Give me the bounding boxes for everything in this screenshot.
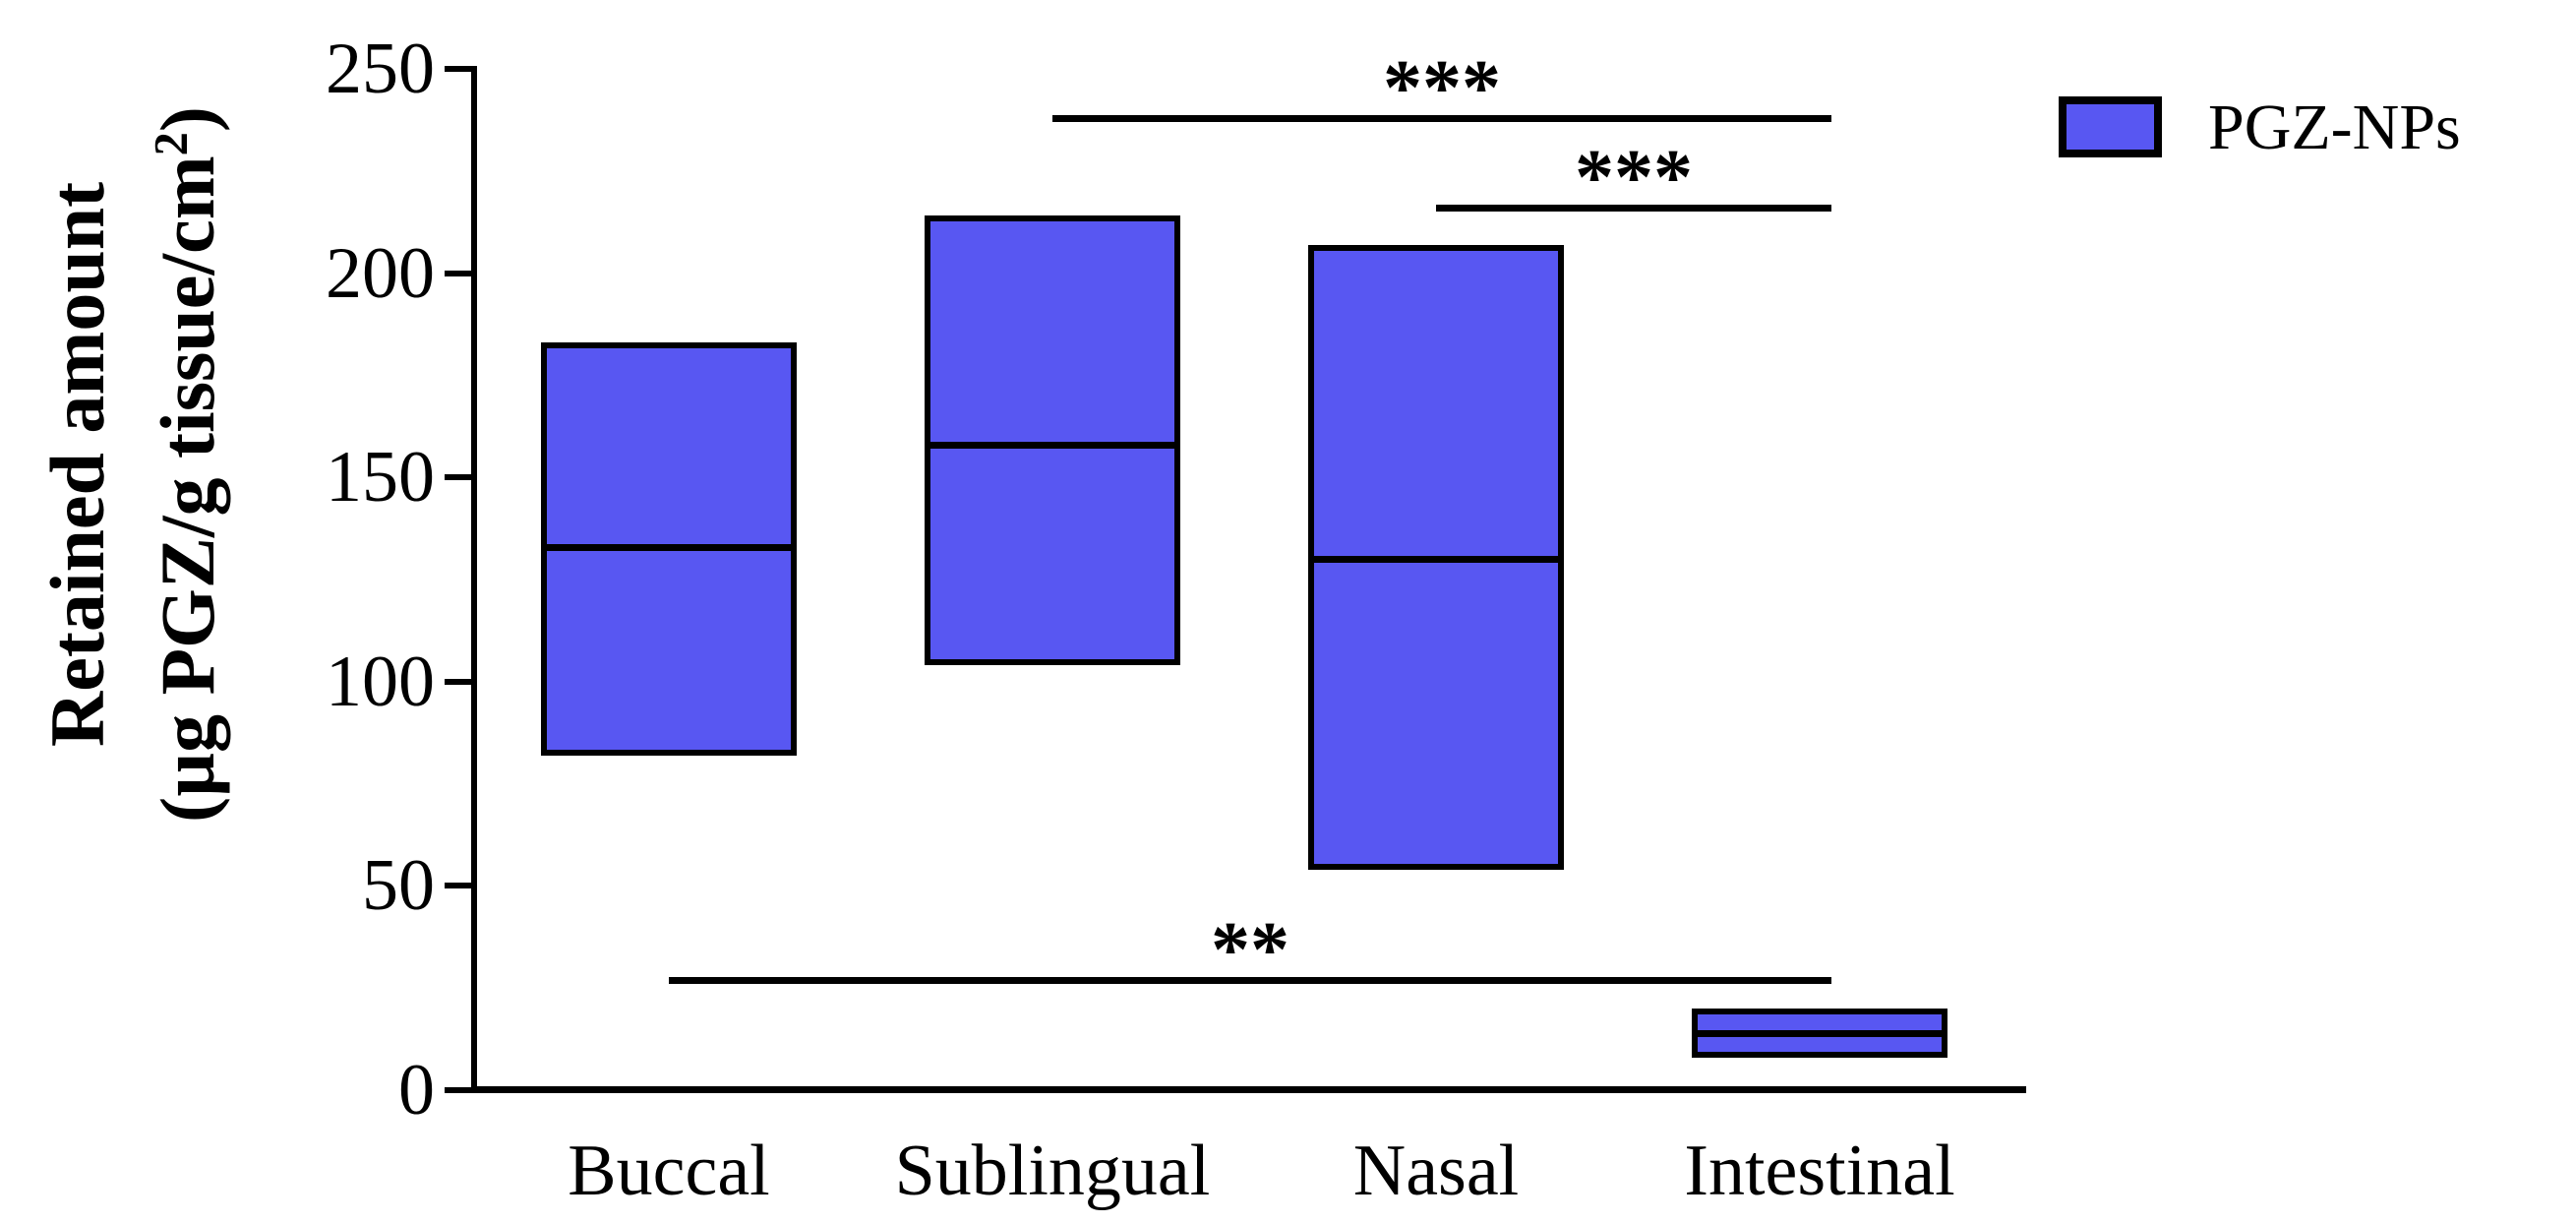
- y-tick-150: [445, 474, 477, 481]
- y-tick-label-150: 150: [326, 437, 435, 519]
- box-nasal: [1308, 244, 1564, 870]
- y-tick-label-250: 250: [326, 29, 435, 109]
- legend-swatch: [2059, 96, 2162, 157]
- significance-line-2: [669, 976, 1831, 984]
- box-intestinal: [1692, 1008, 1947, 1058]
- median-line-nasal: [1314, 556, 1558, 564]
- significance-line-1: [1436, 205, 1831, 213]
- y-tick-200: [445, 270, 477, 276]
- median-line-sublingual: [930, 441, 1174, 449]
- y-tick-250: [445, 66, 477, 72]
- significance-label-1: ***: [1575, 135, 1693, 222]
- median-line-buccal: [547, 543, 791, 551]
- x-label-intestinal: Intestinal: [1684, 1131, 1955, 1211]
- y-tick-label-0: 0: [398, 1050, 435, 1131]
- legend-label: PGZ-NPs: [2208, 92, 2461, 163]
- y-tick-0: [445, 1087, 477, 1093]
- x-label-nasal: Nasal: [1352, 1131, 1520, 1211]
- y-tick-50: [445, 883, 477, 889]
- y-tick-label-100: 100: [326, 641, 435, 722]
- y-axis-title-line2-prefix: (µg PGZ/g tissue/cm: [145, 155, 230, 823]
- y-axis-title-line2: (µg PGZ/g tissue/cm2): [133, 0, 243, 956]
- y-axis-title-line2-suffix: ): [145, 106, 230, 133]
- y-axis-title-line1: Retained amount: [34, 181, 120, 748]
- significance-label-2: **: [1211, 906, 1289, 994]
- box-sublingual: [925, 215, 1180, 666]
- x-label-buccal: Buccal: [568, 1131, 770, 1211]
- median-line-intestinal: [1698, 1029, 1942, 1037]
- significance-line-0: [1052, 114, 1831, 122]
- significance-label-0: ***: [1383, 44, 1501, 132]
- y-axis-title: Retained amount (µg PGZ/g tissue/cm2): [23, 0, 243, 956]
- y-axis-title-superscript: 2: [146, 132, 198, 156]
- x-axis-line: [471, 1086, 2026, 1093]
- y-tick-label-50: 50: [362, 845, 435, 927]
- box-buccal: [541, 342, 797, 756]
- y-tick-100: [445, 678, 477, 685]
- y-tick-label-200: 200: [326, 232, 435, 314]
- y-axis-line: [471, 66, 477, 1093]
- x-label-sublingual: Sublingual: [894, 1131, 1211, 1211]
